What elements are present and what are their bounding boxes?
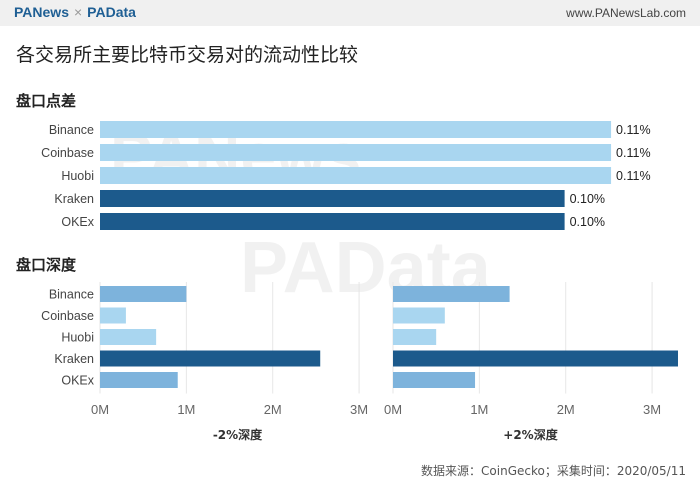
depth-bar (100, 307, 126, 324)
top-bar: PANews × PAData www.PANewsLab.com (0, 0, 700, 26)
x-tick-label: 1M (470, 402, 488, 417)
depth-bar (100, 372, 178, 388)
spread-section-title: 盘口点差 (16, 92, 77, 110)
category-label: OKEx (61, 374, 94, 388)
x-tick-label: 1M (177, 402, 195, 417)
depth-section-title: 盘口深度 (16, 256, 77, 274)
depth-bar (393, 307, 445, 324)
depth-bar (100, 329, 157, 345)
depth-bar (393, 350, 678, 367)
spread-bar (100, 144, 612, 161)
depth-bar (393, 372, 476, 388)
x-axis-title: +2%深度 (503, 427, 558, 442)
site-url: www.PANewsLab.com (566, 6, 686, 20)
category-label: Coinbase (41, 309, 94, 323)
x-tick-label: 3M (350, 402, 368, 417)
spread-bar (100, 190, 565, 207)
spread-bar (100, 167, 612, 184)
category-label: Huobi (61, 331, 94, 345)
category-label: Kraken (54, 192, 94, 206)
x-axis-title: -2%深度 (213, 427, 263, 442)
page-title: 各交易所主要比特币交易对的流动性比较 (16, 44, 359, 66)
x-tick-label: 3M (643, 402, 661, 417)
value-label: 0.11% (616, 169, 651, 183)
depth-bar (100, 286, 187, 302)
value-label: 0.11% (616, 146, 651, 160)
x-tick-label: 2M (557, 402, 575, 417)
depth-bar (393, 286, 510, 302)
category-label: Coinbase (41, 146, 94, 160)
value-label: 0.10% (570, 215, 605, 229)
category-label: Kraken (54, 352, 94, 366)
value-label: 0.10% (570, 192, 605, 206)
category-label: Binance (49, 123, 94, 137)
depth-bar (100, 350, 321, 367)
category-label: OKEx (61, 215, 94, 229)
spread-bar (100, 213, 565, 230)
spread-bar (100, 121, 612, 138)
panews-logo: PANews (14, 4, 69, 20)
category-label: Huobi (61, 169, 94, 183)
value-label: 0.11% (616, 123, 651, 137)
depth-bar (393, 329, 437, 345)
brand-logo: PANews × PAData (14, 4, 136, 20)
padata-logo: PAData (87, 4, 136, 20)
brand-separator: × (73, 4, 83, 20)
data-source: 数据来源：CoinGecko；采集时间：2020/05/11 (421, 464, 686, 478)
x-tick-label: 2M (264, 402, 282, 417)
category-label: Binance (49, 288, 94, 302)
x-tick-label: 0M (384, 402, 402, 417)
x-tick-label: 0M (91, 402, 109, 417)
